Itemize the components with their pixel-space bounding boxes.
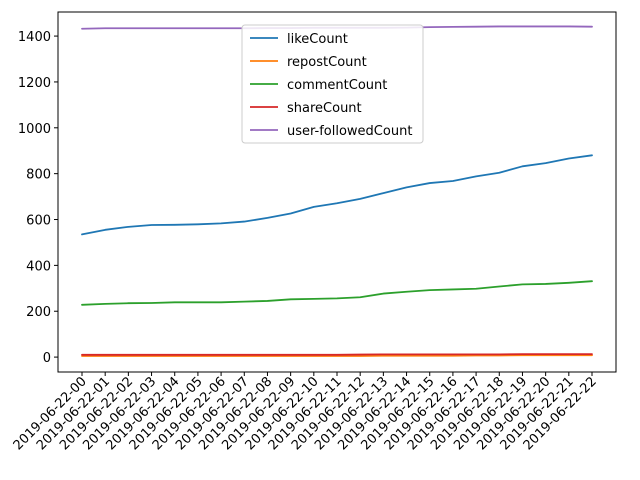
- y-tick-label: 1400: [18, 30, 51, 45]
- legend-box: [241, 24, 424, 144]
- legend-label: shareCount: [287, 101, 362, 116]
- legend-label: likeCount: [287, 32, 348, 47]
- series-line-repostCount: [81, 354, 593, 357]
- y-tick-label: 400: [26, 259, 51, 274]
- series-line-commentCount: [81, 280, 593, 306]
- y-tick-label: 600: [26, 214, 51, 229]
- series-line-likeCount: [81, 154, 593, 236]
- y-tick-label: 1200: [18, 76, 51, 91]
- y-tick-label: 800: [26, 168, 51, 183]
- y-tick-label: 1000: [18, 122, 51, 137]
- legend-label: repostCount: [287, 55, 367, 70]
- series-line-shareCount: [81, 353, 593, 356]
- legend-label: commentCount: [287, 78, 387, 93]
- y-tick-label: 200: [26, 305, 51, 320]
- y-tick-label: 0: [43, 351, 51, 366]
- legend-label: user-followedCount: [287, 124, 412, 139]
